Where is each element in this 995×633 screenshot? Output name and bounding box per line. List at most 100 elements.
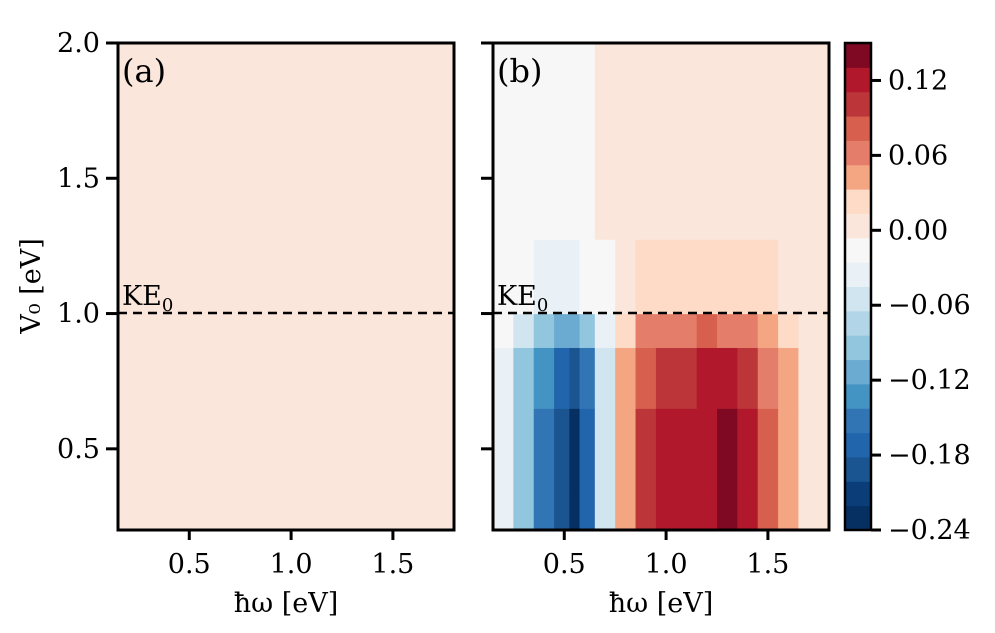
heatmap-cell xyxy=(757,313,779,348)
heatmap-cell xyxy=(696,313,718,348)
heatmap-cell xyxy=(513,347,535,409)
heatmap-cell xyxy=(737,347,759,409)
heatmap-cell xyxy=(737,313,759,348)
colorbar-band xyxy=(845,432,871,458)
heatmap-cell xyxy=(798,43,820,112)
heatmap-cell xyxy=(204,43,221,112)
heatmap-cell xyxy=(569,110,581,240)
heatmap-cell xyxy=(533,313,555,348)
heatmap-cell xyxy=(382,408,404,491)
heatmap-cell xyxy=(118,239,139,315)
heatmap-cell xyxy=(260,347,282,409)
heatmap-cell xyxy=(579,408,596,491)
colorbar: 0.12 0.06 0.00 −0.06 −0.12 −0.18 −0.24 xyxy=(843,41,971,546)
y-tick-label: 0.5 xyxy=(57,434,100,465)
heatmap-cell xyxy=(579,239,596,315)
heatmap-cell xyxy=(579,313,596,348)
colorbar-band xyxy=(845,237,871,263)
heatmap-cell xyxy=(579,489,596,530)
heatmap-cell xyxy=(493,489,514,530)
heatmap-cell xyxy=(194,110,206,240)
x-tick-label: 1.5 xyxy=(371,549,414,580)
heatmap-cell xyxy=(158,313,180,348)
heatmap-cell xyxy=(362,313,384,348)
heatmap-cell xyxy=(362,408,384,491)
colorbar-tick-label: 0.06 xyxy=(888,140,948,171)
heatmap-cell xyxy=(240,313,262,348)
heatmap-cell xyxy=(260,43,282,112)
heatmap-cell xyxy=(635,408,657,491)
heatmap-cell xyxy=(362,43,384,112)
heatmap-cell xyxy=(403,110,425,240)
heatmap-cell xyxy=(594,313,616,348)
heatmap-cell xyxy=(138,239,160,315)
heatmap-cell xyxy=(818,43,829,112)
x-tick-label: 1.0 xyxy=(270,549,313,580)
colorbar-band xyxy=(845,189,871,214)
heatmap-cell xyxy=(533,489,555,530)
heatmap-cell xyxy=(194,43,206,112)
heatmap-cell xyxy=(280,110,302,240)
heatmap-cell xyxy=(382,43,404,112)
heatmap-cell xyxy=(138,43,160,112)
heatmap-cell xyxy=(219,489,241,530)
heatmap-cell xyxy=(513,313,535,348)
heatmap-cell xyxy=(818,313,829,348)
heatmap-cell xyxy=(403,489,425,530)
heatmap-cell xyxy=(260,239,282,315)
x-tick-label: 1.5 xyxy=(746,549,789,580)
heatmap-cell xyxy=(382,239,404,315)
heatmap-cell xyxy=(513,239,535,315)
heatmap-cell xyxy=(579,110,596,240)
y-tick-label: 2.0 xyxy=(57,28,100,59)
heatmap-cell xyxy=(443,43,454,112)
heatmap-cell xyxy=(818,239,829,315)
heatmap-cell xyxy=(158,347,180,409)
heatmap-cell xyxy=(118,313,139,348)
heatmap-cell xyxy=(554,489,570,530)
heatmap-cell xyxy=(818,489,829,530)
heatmap-cell xyxy=(615,313,637,348)
heatmap-cell xyxy=(179,347,195,409)
heatmap-cell xyxy=(798,347,820,409)
heatmap-cell xyxy=(179,408,195,491)
heatmap-cell xyxy=(737,43,759,112)
heatmap-cell xyxy=(615,489,637,530)
heatmap-cell xyxy=(362,347,384,409)
heatmap-cell xyxy=(717,408,738,491)
heatmap-cell xyxy=(569,239,581,315)
heatmap-cell xyxy=(818,408,829,491)
heatmap-cell xyxy=(382,489,404,530)
heatmap-cell xyxy=(342,408,363,491)
colorbar-band xyxy=(845,67,871,93)
heatmap-cell xyxy=(615,408,637,491)
heatmap-cell xyxy=(594,239,616,315)
heatmap-cell xyxy=(676,110,698,240)
heatmap-cell xyxy=(717,313,738,348)
heatmap-cell xyxy=(204,347,221,409)
heatmap-cell xyxy=(569,408,581,491)
heatmap-cell xyxy=(493,43,514,112)
colorbar-tick-label: −0.12 xyxy=(888,365,971,396)
heatmap-cell xyxy=(737,239,759,315)
heatmap-cell xyxy=(818,110,829,240)
heatmap-cell xyxy=(579,347,596,409)
colorbar-band xyxy=(845,383,871,409)
heatmap-cell xyxy=(382,313,404,348)
heatmap-cell xyxy=(240,408,262,491)
heatmap-cell xyxy=(443,313,454,348)
heatmap-cell xyxy=(655,489,677,530)
heatmap-cell xyxy=(554,313,570,348)
heatmap-cell xyxy=(204,408,221,491)
heatmap-cell xyxy=(778,489,800,530)
heatmap-cell xyxy=(655,347,677,409)
heatmap-cell xyxy=(179,43,195,112)
heatmap-b xyxy=(493,43,829,530)
heatmap-cell xyxy=(342,43,363,112)
heatmap-cell xyxy=(342,313,363,348)
colorbar-band xyxy=(845,408,871,434)
heatmap-cell xyxy=(798,408,820,491)
heatmap-cell xyxy=(676,313,698,348)
heatmap-cell xyxy=(778,408,800,491)
heatmap-cell xyxy=(635,110,657,240)
